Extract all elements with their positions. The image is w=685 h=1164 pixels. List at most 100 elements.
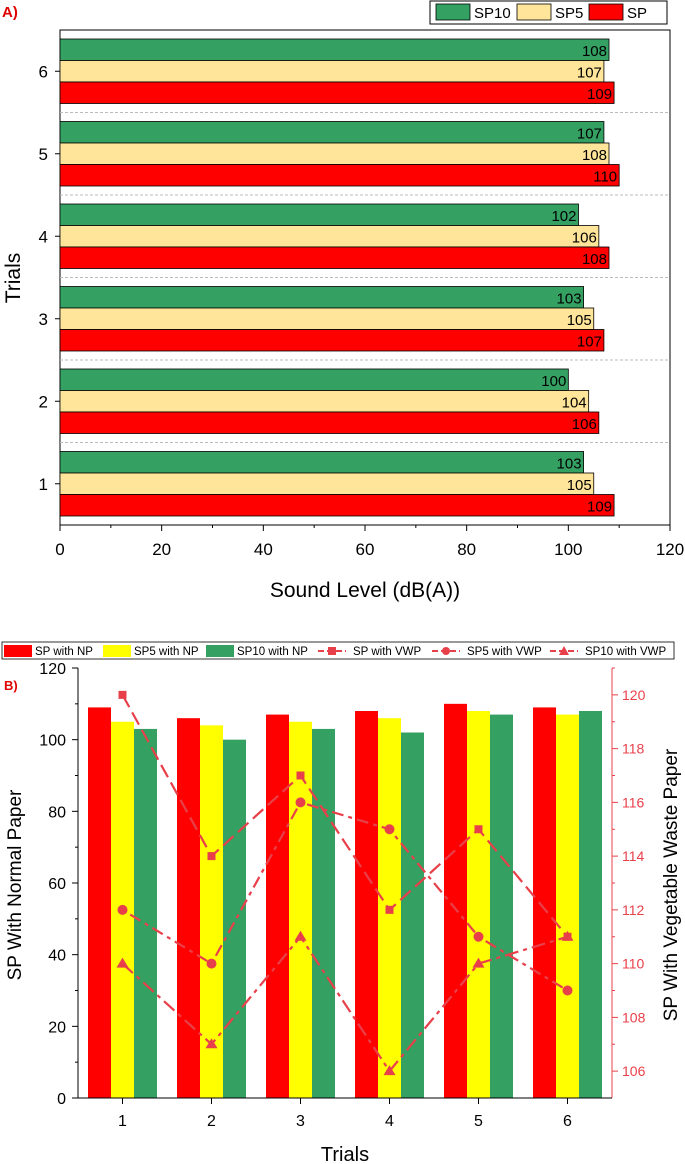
marker-triangle-trial-6 <box>561 930 574 941</box>
line-sp-with-vwp <box>121 694 569 938</box>
legend-marker <box>442 647 450 655</box>
bar-value-label: 109 <box>587 86 612 103</box>
bar-value-label: 103 <box>557 290 582 307</box>
bar-sp5-trial-5 <box>59 142 610 165</box>
panel-b: SP with NP SP5 with NP SP10 with NP SP with… <box>1 641 682 1164</box>
legend-swatch <box>206 645 234 657</box>
y-tick-label: 1 <box>39 475 48 494</box>
panel-b-left-y-axis: 0 20 40 60 80 100 120 <box>39 661 78 1108</box>
bar-sp-trial-3 <box>59 329 605 352</box>
marker-circle-trial-2 <box>206 958 217 969</box>
bar-sp10-trial-2 <box>59 368 569 391</box>
panel-b-left-y-label: SP With Normal Paper <box>5 789 26 980</box>
panel-a-label: A) <box>2 4 18 21</box>
legend-label: SP with VWP <box>353 646 421 658</box>
bar-value-label: 106 <box>572 416 597 433</box>
bar-sp10-trial-6 <box>59 38 610 61</box>
y-right-tick-label: 118 <box>622 741 645 757</box>
legend-label: SP <box>627 5 647 22</box>
bar-sp10-with-np-trial-5 <box>490 714 513 1098</box>
bar-sp10-trial-5 <box>59 121 605 144</box>
bar-sp5-trial-6 <box>59 60 605 83</box>
legend-marker <box>328 647 336 655</box>
bar-value-label: 108 <box>582 251 607 268</box>
bar-sp5-with-np-trial-3 <box>289 721 312 1098</box>
bar-sp-with-np-trial-6 <box>533 707 556 1098</box>
bar-sp-trial-5 <box>59 164 620 187</box>
bar-value-label: 110 <box>593 168 617 185</box>
legend-swatch <box>4 645 32 657</box>
panel-a-bars: 103 105 109 100 104 106 103 105 107 102 106 108 107 1… <box>59 38 620 517</box>
bar-sp-with-np-trial-2 <box>177 718 200 1098</box>
bar-value-label: 102 <box>551 208 576 225</box>
legend-label: SP5 <box>555 5 583 22</box>
marker-square-trial-4 <box>385 905 394 914</box>
y-left-tick-label: 100 <box>39 733 66 750</box>
y-left-tick-label: 0 <box>57 1091 66 1108</box>
bar-sp-trial-4 <box>59 246 610 269</box>
y-right-tick-label: 116 <box>622 794 645 810</box>
legend-label: SP5 with NP <box>134 646 199 658</box>
bar-sp10-trial-3 <box>59 286 584 309</box>
marker-triangle-trial-2 <box>205 1038 218 1049</box>
bar-value-label: 104 <box>562 394 587 411</box>
bar-sp5-trial-2 <box>59 390 590 413</box>
y-right-tick-label: 110 <box>622 956 645 972</box>
marker-triangle-trial-1 <box>116 957 129 968</box>
panel-b-legend: SP with NP SP5 with NP SP10 with NP SP with… <box>1 641 675 660</box>
x-tick-label: 1 <box>118 1113 127 1130</box>
y-tick-label: 4 <box>39 227 48 246</box>
bar-sp-with-np-trial-4 <box>355 711 378 1098</box>
marker-circle-trial-3 <box>295 797 306 808</box>
marker-square-trial-3 <box>296 771 305 780</box>
marker-triangle-trial-5 <box>472 957 485 968</box>
x-tick-label: 100 <box>554 540 582 559</box>
panel-b-bars <box>88 703 602 1098</box>
bar-sp5-with-np-trial-6 <box>556 714 579 1098</box>
x-tick-label: 120 <box>656 540 684 559</box>
y-left-tick-label: 40 <box>48 948 66 965</box>
bar-sp10-with-np-trial-3 <box>312 728 335 1098</box>
y-left-tick-label: 120 <box>39 661 66 678</box>
bar-value-label: 108 <box>582 147 607 164</box>
y-right-tick-label: 108 <box>622 1009 646 1025</box>
bar-sp5-with-np-trial-5 <box>467 711 490 1098</box>
bar-sp10-with-np-trial-1 <box>134 728 157 1098</box>
bar-sp10-with-np-trial-4 <box>401 732 424 1098</box>
bar-sp10-trial-4 <box>59 203 579 226</box>
legend-swatch-sp5 <box>516 3 552 21</box>
x-tick-label: 20 <box>152 540 171 559</box>
legend-label: SP with NP <box>35 646 93 658</box>
panel-b-right-y-axis: 106 108 110 112 114 116 118 120 <box>612 667 646 1079</box>
bar-sp-trial-2 <box>59 411 600 434</box>
x-tick-label: 3 <box>296 1113 305 1130</box>
legend-label: SP10 with NP <box>237 646 308 658</box>
bar-value-label: 107 <box>577 125 602 142</box>
legend-label: SP5 with VWP <box>467 646 542 658</box>
bar-value-label: 107 <box>577 333 602 350</box>
bar-value-label: 106 <box>572 229 597 246</box>
y-left-tick-label: 60 <box>48 876 66 893</box>
marker-square-trial-2 <box>207 852 216 861</box>
y-left-tick-label: 80 <box>48 804 66 821</box>
y-tick-label: 2 <box>39 392 48 411</box>
panel-a-y-axis: 1 2 3 4 5 6 <box>39 62 60 494</box>
bar-sp5-with-np-trial-2 <box>200 725 223 1098</box>
marker-circle-trial-4 <box>384 824 395 835</box>
panel-b-x-label: Trials <box>321 1144 369 1164</box>
bar-sp5-trial-1 <box>59 472 595 495</box>
panel-a-x-label: Sound Level (dB(A)) <box>270 579 460 602</box>
marker-square-trial-5 <box>474 825 483 834</box>
y-left-tick-label: 20 <box>48 1019 66 1036</box>
bar-sp10-trial-1 <box>59 451 584 474</box>
panel-a-legend: SP10 SP5 SP <box>429 0 668 25</box>
panel-b-right-y-label: SP With Vegetable Waste Paper <box>661 748 682 1021</box>
bar-sp5-trial-3 <box>59 307 595 330</box>
x-tick-label: 0 <box>55 540 64 559</box>
x-tick-label: 80 <box>457 540 476 559</box>
legend-swatch <box>103 645 131 657</box>
y-right-tick-label: 114 <box>622 848 645 864</box>
x-tick-label: 6 <box>563 1113 572 1130</box>
bar-value-label: 109 <box>587 498 612 515</box>
y-right-tick-label: 120 <box>622 687 646 703</box>
